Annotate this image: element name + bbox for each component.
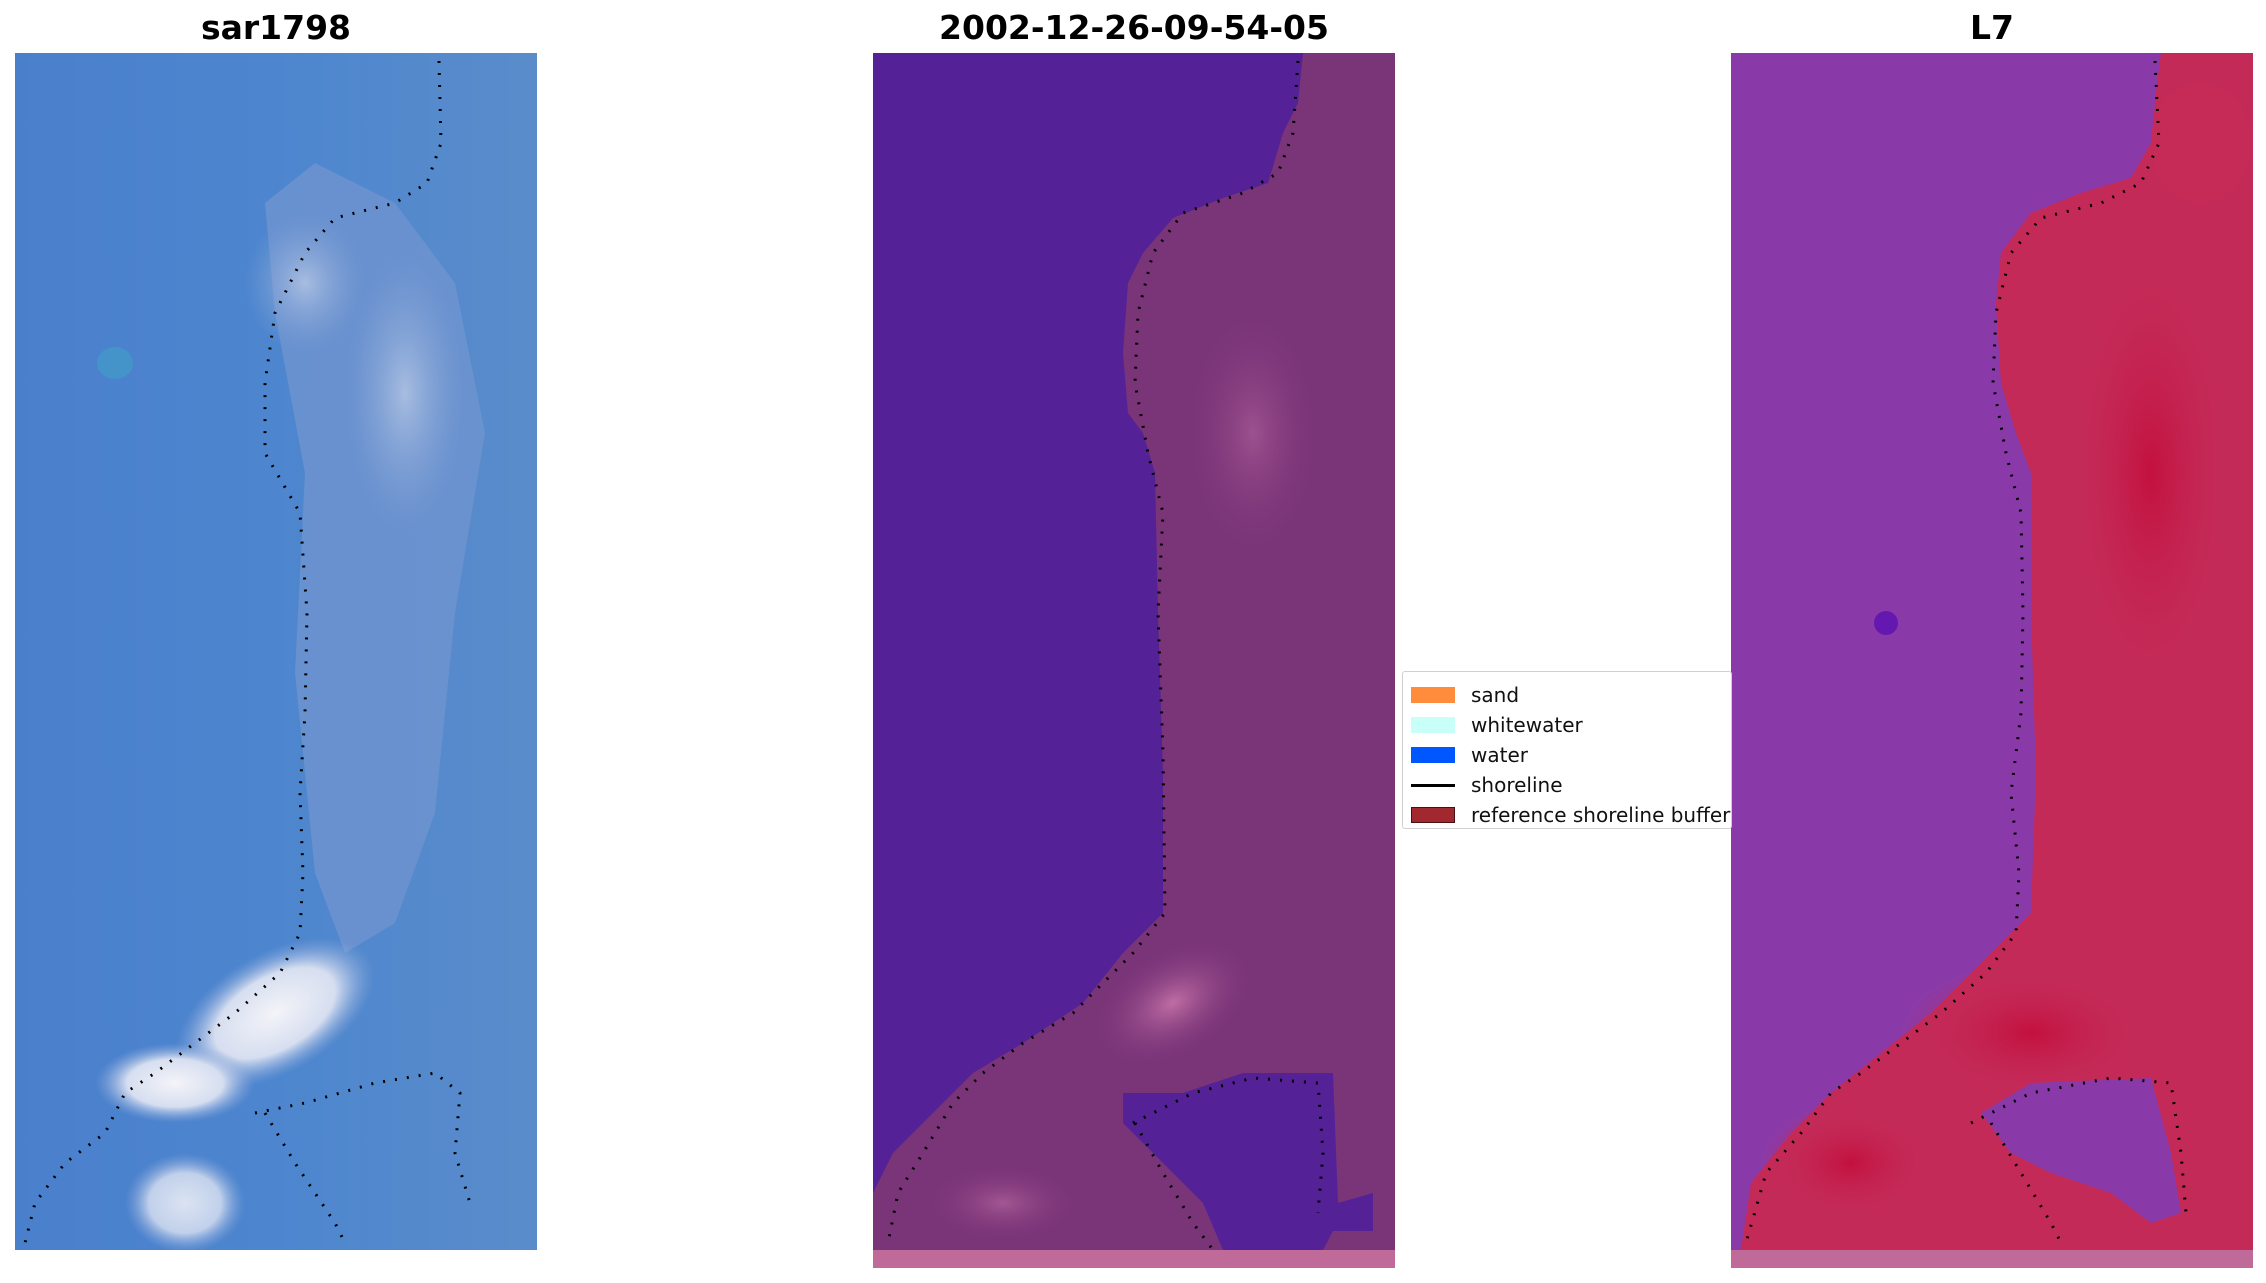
- reference-buffer-swatch: [1411, 807, 1455, 823]
- whitewater-swatch: [1411, 717, 1455, 733]
- shoreline-swatch: [1411, 783, 1455, 787]
- legend-label-whitewater: whitewater: [1471, 713, 1583, 737]
- legend-item-sand: sand: [1411, 682, 1519, 708]
- panel-title-classified: 2002-12-26-09-54-05: [939, 8, 1329, 47]
- l7-image: [1731, 53, 2253, 1268]
- sand-swatch: [1411, 687, 1455, 703]
- legend-item-reference-buffer: reference shoreline buffer: [1411, 802, 1730, 828]
- water-swatch: [1411, 747, 1455, 763]
- legend-item-whitewater: whitewater: [1411, 712, 1583, 738]
- l7-image-panel: [1731, 53, 2253, 1268]
- rgb-image: [15, 53, 537, 1250]
- classified-image-panel: [873, 53, 1395, 1268]
- panel-title-rgb: sar1798: [200, 8, 352, 47]
- rgb-image-panel: [15, 53, 537, 1250]
- legend-label-shoreline: shoreline: [1471, 773, 1563, 797]
- panel-title-l7: L7: [1970, 8, 2014, 47]
- legend: sand whitewater water shoreline referenc…: [1402, 671, 1732, 829]
- legend-item-water: water: [1411, 742, 1528, 768]
- legend-item-shoreline: shoreline: [1411, 772, 1563, 798]
- legend-label-reference-buffer: reference shoreline buffer: [1471, 803, 1731, 827]
- classified-image: [873, 53, 1395, 1268]
- legend-label-water: water: [1471, 743, 1528, 767]
- legend-label-sand: sand: [1471, 683, 1520, 707]
